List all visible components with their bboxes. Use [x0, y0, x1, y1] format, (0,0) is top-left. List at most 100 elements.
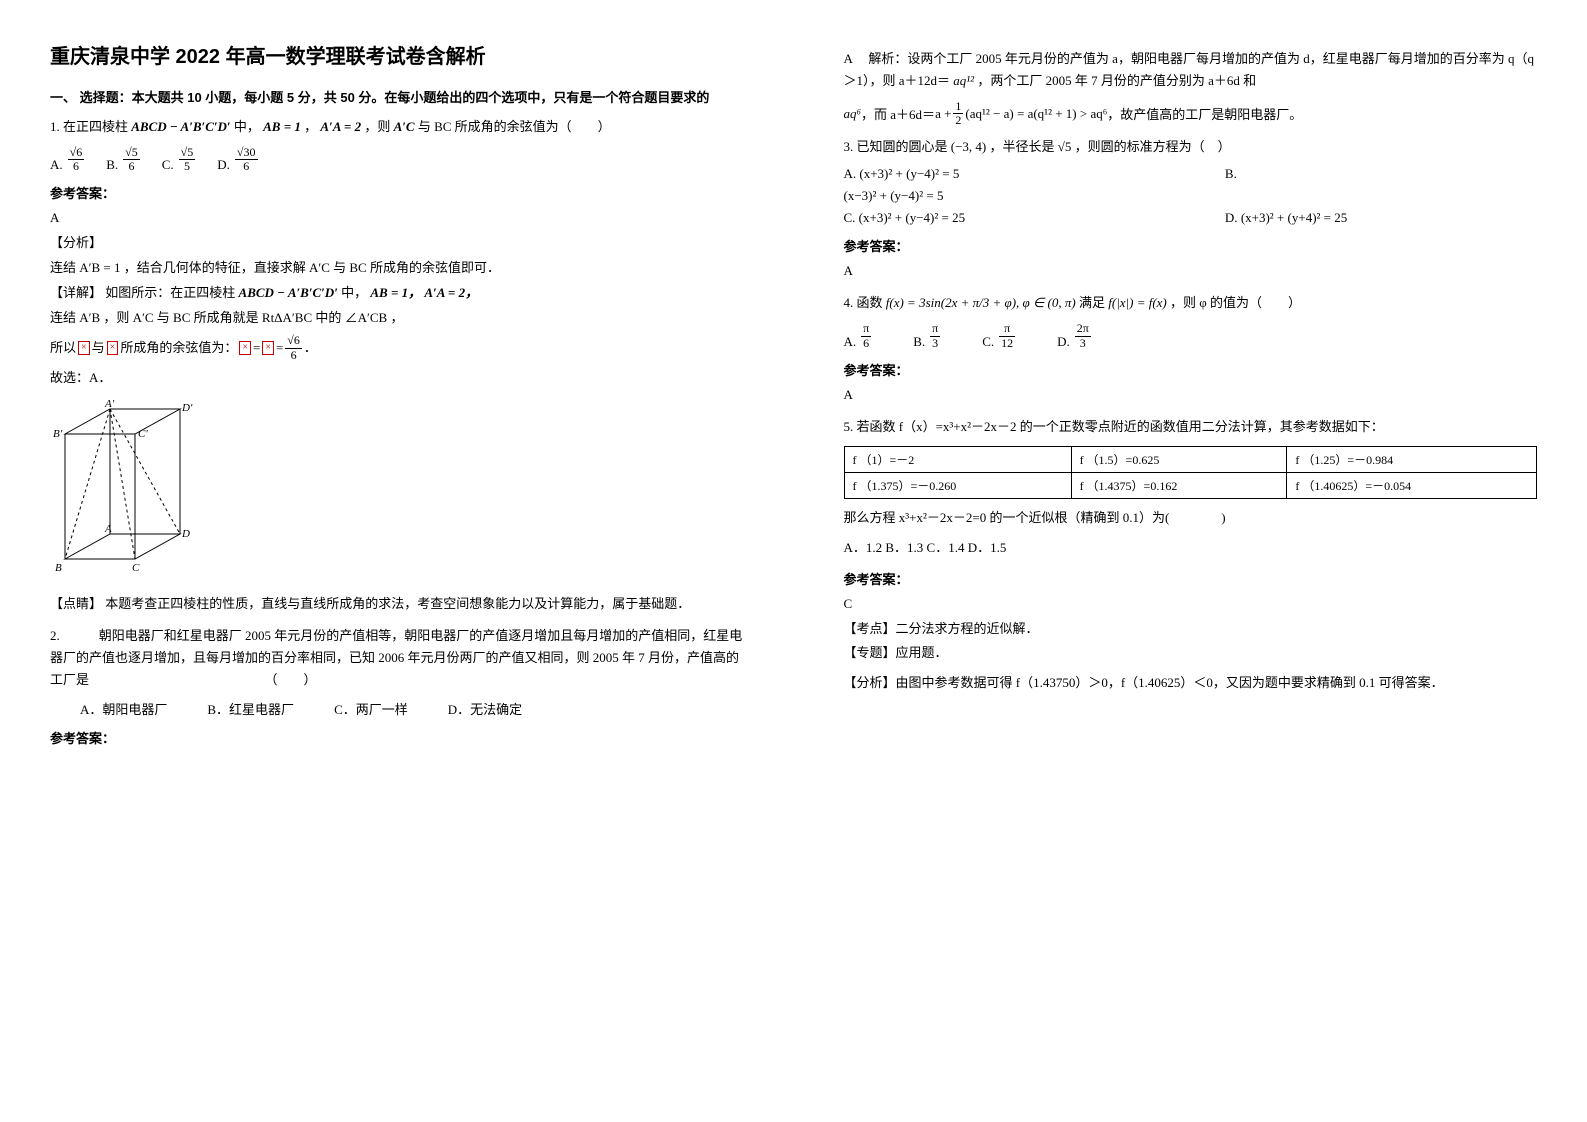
q3-optC-label: C.: [844, 210, 856, 225]
q1-figure: A′ D′ B′ C′ A D B C: [50, 399, 744, 583]
q5-t11: f （1.4375）=0.162: [1071, 472, 1287, 498]
broken-image-icon: ×: [262, 341, 274, 355]
q5-opts: A．1.2 B．1.3 C．1.4 D．1.5: [844, 537, 1538, 559]
q2-frac-pre: a +: [935, 106, 951, 122]
q5-t10: f （1.375）=－0.260: [844, 472, 1071, 498]
q1-line3-eq1: =: [253, 338, 260, 359]
q1-line2: 连结 A′B ，则 A′C 与 BC 所成角就是 RtΔA′BC 中的 ∠A′C…: [50, 308, 744, 329]
q1-detail-mid: 中，: [341, 285, 367, 300]
q1-ac: A′C: [394, 119, 415, 134]
q1-stem-mid3: ，则: [364, 119, 393, 134]
q5-ans-label: 参考答案：: [844, 569, 1538, 588]
q2-ans: A: [844, 51, 853, 66]
q2-stem: 2. 朝阳电器厂和红星电器厂 2005 年元月份的产值相等，朝阳电器厂的产值逐月…: [50, 625, 744, 691]
q1-stem-post: 与 BC 所成角的余弦值为（ ）: [418, 119, 611, 134]
q1-ans-label: 参考答案：: [50, 183, 744, 202]
q1-optB: B. √56: [106, 146, 142, 173]
q3-optD: (x+3)² + (y+4)² = 25: [1241, 210, 1347, 225]
q1-optC-den: 5: [179, 160, 196, 173]
q3-center: (−3, 4): [951, 139, 987, 154]
q1-optD: D. √306: [217, 146, 259, 173]
q2-frac-post: (aq¹² − a) = a(q¹² + 1) > aq⁶: [965, 106, 1107, 122]
q3-optA-label: A.: [844, 166, 857, 181]
q1-detail-aa: A′A = 2，: [424, 285, 478, 300]
q1-optC: C. √55: [162, 146, 198, 173]
q2-ans-label-left: 参考答案：: [50, 728, 744, 747]
q3-radius: √5: [1058, 139, 1072, 154]
q3-optA: (x+3)² + (y−4)² = 5: [859, 166, 959, 181]
q1-line3: 所以 × 与 × 所成角的余弦值为： × = × = √66 ．: [50, 334, 744, 361]
q4-optB-den: 3: [930, 337, 940, 350]
q2-optB: B．红星电器厂: [207, 699, 294, 718]
q2-optD: D．无法确定: [448, 699, 522, 718]
q1-line3-eq2: =: [276, 338, 283, 359]
q5-t12: f （1.40625）=－0.054: [1287, 472, 1537, 498]
q3-stem-post: ，则圆的标准方程为（ ）: [1075, 139, 1231, 154]
q1-aa: A′A = 2: [320, 119, 361, 134]
q1-analysis-label: 【分析】: [50, 235, 102, 250]
q2-explain-line2: aq⁶ ，而 a＋6d＝ a + 12 (aq¹² − a) = a(q¹² +…: [844, 100, 1538, 127]
q2-options: A．朝阳电器厂 B．红星电器厂 C．两厂一样 D．无法确定: [80, 699, 744, 718]
page-title: 重庆清泉中学 2022 年高一数学理联考试卷含解析: [50, 40, 744, 69]
q2-eq2: aq⁶: [844, 106, 862, 122]
svg-text:D: D: [181, 528, 190, 540]
q1-optB-label: B.: [106, 157, 118, 173]
q1-optC-label: C.: [162, 157, 174, 173]
q5-kp-label: 【考点】: [844, 621, 896, 636]
q2-optC: C．两厂一样: [334, 699, 408, 718]
q1-stem-mid: 中，: [234, 119, 260, 134]
q5-ans: C: [844, 594, 1538, 615]
q4-optA-den: 6: [861, 337, 871, 350]
q1-detail-ab: AB = 1，: [370, 285, 421, 300]
q1-stem-pre: 1. 在正四棱柱: [50, 119, 131, 134]
q1-optC-num: √5: [179, 146, 196, 160]
svg-text:A′: A′: [104, 399, 115, 410]
q4-optA-num: π: [861, 322, 871, 336]
q1-optD-num: √30: [235, 146, 258, 160]
q3-stem-mid: ，半径长是: [990, 139, 1058, 154]
q4-optB: B. π3: [913, 322, 942, 349]
q4-stem-mid: 满足: [1079, 295, 1108, 310]
q1-detail-label: 【详解】: [50, 285, 102, 300]
q1-comment-text: 本题考查正四棱柱的性质，直线与直线所成角的求法，考查空间想象能力以及计算能力，属…: [105, 596, 690, 611]
svg-text:B′: B′: [53, 428, 63, 440]
q1-optB-den: 6: [123, 160, 140, 173]
q2-explain: A 解析：设两个工厂 2005 年元月份的产值为 a，朝阳电器厂每月增加的产值为…: [844, 48, 1538, 92]
q1-line3-mid: 与: [92, 338, 105, 359]
q4-optC: C. π12: [982, 322, 1017, 349]
q1-stem: 1. 在正四棱柱 ABCD − A′B′C′D′ 中， AB = 1 ， A′A…: [50, 116, 744, 138]
q1-options: A. √66 B. √56 C. √55 D. √306: [50, 146, 744, 173]
q4-options: A. π6 B. π3 C. π12 D. 2π3: [844, 322, 1538, 349]
q4-optA-label: A.: [844, 334, 857, 350]
q5-kp: 二分法求方程的近似解．: [896, 621, 1039, 636]
q1-optA-label: A.: [50, 157, 63, 173]
table-row: f （1）=－2 f （1.5）=0.625 f （1.25）=－0.984: [844, 446, 1537, 472]
q5-zt-label: 【专题】: [844, 645, 896, 660]
q2-eq1: aq¹²: [953, 73, 974, 88]
q4-optD-num: 2π: [1075, 322, 1091, 336]
q1-optB-num: √5: [123, 146, 140, 160]
q5-fx-label: 【分析】: [844, 675, 896, 690]
q1-ans: A: [50, 208, 744, 229]
q4-optC-label: C.: [982, 334, 994, 350]
q1-optD-den: 6: [235, 160, 258, 173]
q4-stem-pre: 4. 函数: [844, 295, 886, 310]
q1-line4: 故选：A．: [50, 368, 744, 389]
q5-stem: 5. 若函数 f（x）=x³+x²－2x－2 的一个正数零点附近的函数值用二分法…: [844, 416, 1538, 438]
q3-stem: 3. 已知圆的圆心是 (−3, 4) ，半径长是 √5 ，则圆的标准方程为（ ）: [844, 136, 1538, 158]
q5-t01: f （1.5）=0.625: [1071, 446, 1287, 472]
q1-line3-pre: 所以: [50, 338, 76, 359]
q1-prism: ABCD − A′B′C′D′: [131, 119, 230, 134]
q3-stem-pre: 3. 已知圆的圆心是: [844, 139, 951, 154]
q1-optA-num: √6: [68, 146, 85, 160]
q2-explain-post: ，故产值高的工厂是朝阳电器厂。: [1107, 104, 1302, 123]
q2-optA: A．朝阳电器厂: [80, 699, 167, 718]
q5-t00: f （1）=－2: [844, 446, 1071, 472]
q3-optD-label: D.: [1225, 210, 1238, 225]
q1-line3-mid2: 所成角的余弦值为：: [120, 338, 237, 359]
q1-line3-num: √6: [285, 334, 302, 348]
svg-text:C′: C′: [138, 428, 148, 440]
table-row: f （1.375）=－0.260 f （1.4375）=0.162 f （1.4…: [844, 472, 1537, 498]
q1-optA-den: 6: [68, 160, 85, 173]
q4-optC-num: π: [999, 322, 1015, 336]
